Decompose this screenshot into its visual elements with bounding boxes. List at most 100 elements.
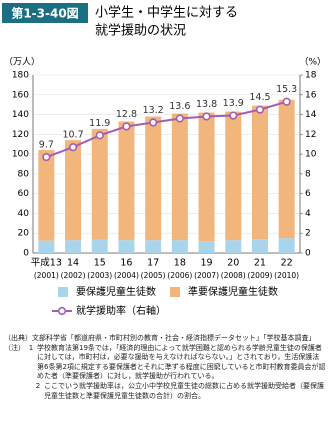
bar-segment — [145, 116, 162, 241]
line-marker — [95, 131, 104, 140]
bar-segment — [38, 149, 55, 241]
y2-tick-label: 8 — [305, 169, 311, 179]
x-tick-year: (2001) — [34, 271, 59, 280]
line-marker — [202, 112, 211, 121]
value-label: 11.9 — [89, 118, 110, 129]
x-tick-year: (2005) — [141, 271, 166, 280]
line-marker — [122, 122, 131, 131]
note-text: ここでいう就学援助率は，公立小中学校児童生徒の総数に占める就学援助受給者（要保護… — [44, 381, 324, 400]
line-marker — [175, 114, 184, 123]
value-label: 13.8 — [196, 99, 217, 110]
value-label-bg — [63, 129, 84, 141]
y-tick-label: 120 — [12, 130, 29, 140]
y-tick-label: 80 — [18, 169, 30, 179]
x-tick-label: 14 — [67, 258, 79, 269]
line-marker — [229, 111, 238, 120]
y-tick-label: 180 — [12, 71, 29, 81]
source-label: （出典） — [4, 334, 32, 342]
figure-label: 第1-3-40図 — [11, 6, 78, 21]
value-label-bg — [143, 104, 164, 116]
x-tick-year: (2004) — [114, 271, 139, 280]
value-label: 14.5 — [249, 92, 270, 103]
x-tick-label: 20 — [227, 258, 239, 269]
legend-swatch — [58, 287, 68, 297]
y-tick-label: 100 — [12, 150, 29, 160]
note-text: 学校教育法第19条では，「経済的理由によって就学困難と認められる学齢児童生徒の保… — [37, 343, 326, 381]
y-tick-label: 0 — [23, 249, 29, 259]
value-label: 12.8 — [116, 109, 137, 120]
value-label-bg — [249, 91, 270, 103]
x-tick-label: 22 — [281, 258, 293, 269]
value-label-bg — [36, 139, 57, 151]
y2-tick-label: 12 — [305, 130, 316, 140]
line-marker — [255, 105, 265, 114]
bar-segment — [118, 240, 135, 253]
value-label: 13.9 — [223, 98, 244, 109]
source: （出典） 文部科学省「都道府県・市町村別の教育・社会・経済指標データセット」「学校… — [4, 334, 326, 344]
bar-segment — [171, 113, 188, 241]
y2-tick-label: 10 — [305, 150, 317, 160]
bar-segment — [198, 241, 215, 253]
bar-segment — [278, 99, 295, 239]
y-tick-label: 140 — [12, 110, 29, 120]
y-tick-label: 40 — [18, 209, 30, 219]
notes-label: （注） — [4, 343, 25, 352]
value-label-bg — [116, 108, 137, 120]
figure-label-box — [2, 3, 88, 23]
note: （注） 1 学校教育法第19条では，「経済的理由によって就学困難と認められる学齢児童… — [4, 344, 326, 382]
x-tick-label: 15 — [94, 258, 106, 269]
legend-marker — [57, 306, 67, 316]
x-tick-year: (2006) — [167, 271, 192, 280]
bar-segment — [38, 240, 55, 253]
x-tick-year: (2007) — [194, 271, 219, 280]
bar-segment — [225, 240, 242, 253]
legend-label: 要保護児童生徒数 — [76, 285, 156, 298]
legend-label: 就学援助率（右軸） — [76, 304, 166, 317]
x-tick-label: 19 — [201, 258, 213, 269]
note: 2 ここでいう就学援助率は，公立小中学校児童生徒の総数に占める就学援助受給者（要保… — [4, 382, 326, 401]
bar-segment — [65, 139, 82, 241]
y2-tick-label: 16 — [305, 90, 317, 100]
line-marker — [149, 118, 158, 127]
bar-segment — [225, 111, 242, 241]
value-label: 9.7 — [39, 140, 54, 151]
source-text: 文部科学省「都道府県・市町村別の教育・社会・経済指標データセット」「学校基本調査… — [32, 334, 316, 342]
value-label-bg — [169, 100, 190, 112]
bar-segment — [91, 128, 108, 240]
x-tick-year: (2008) — [221, 271, 246, 280]
bar-segment — [198, 112, 215, 242]
legend-swatch — [170, 287, 180, 297]
bar-segment — [251, 105, 268, 240]
note-number: 1 — [28, 343, 34, 352]
chart: 第1-3-40図 小学生・中学生に対する 就学援助の状況 （万人） （%） 0 2… — [2, 3, 326, 317]
y2-tick-label: 4 — [305, 209, 311, 219]
x-tick-label: 16 — [120, 258, 132, 269]
x-tick-year: (2009) — [247, 271, 272, 280]
value-label: 13.2 — [143, 105, 164, 116]
value-label: 13.6 — [169, 101, 190, 112]
y2-tick-label: 6 — [305, 189, 311, 199]
x-tick-label: 平成13 — [31, 257, 62, 269]
line-marker — [68, 143, 78, 152]
line-marker — [42, 152, 51, 162]
bar-segment — [91, 239, 108, 253]
chart-title: 就学援助の状況 — [95, 23, 186, 39]
bar-segment — [145, 240, 162, 253]
y-tick-label: 60 — [18, 189, 30, 199]
x-tick-year: (2010) — [274, 271, 299, 280]
note-number: 2 — [35, 381, 41, 390]
line — [46, 100, 287, 159]
notes: （出典） 文部科学省「都道府県・市町村別の教育・社会・経済指標データセット」「学校… — [4, 334, 326, 401]
x-tick-label: 17 — [147, 258, 159, 269]
value-label: 10.7 — [62, 130, 83, 141]
x-tick-year: (2002) — [61, 271, 86, 280]
value-label: 15.3 — [276, 84, 297, 95]
line-marker — [282, 97, 291, 106]
bar-segment — [65, 240, 82, 253]
value-label-bg — [276, 83, 297, 95]
x-tick-label: 18 — [174, 258, 186, 269]
y2-tick-label: 2 — [305, 229, 311, 239]
bar-segment — [118, 121, 135, 241]
x-tick-year: (2003) — [87, 271, 112, 280]
